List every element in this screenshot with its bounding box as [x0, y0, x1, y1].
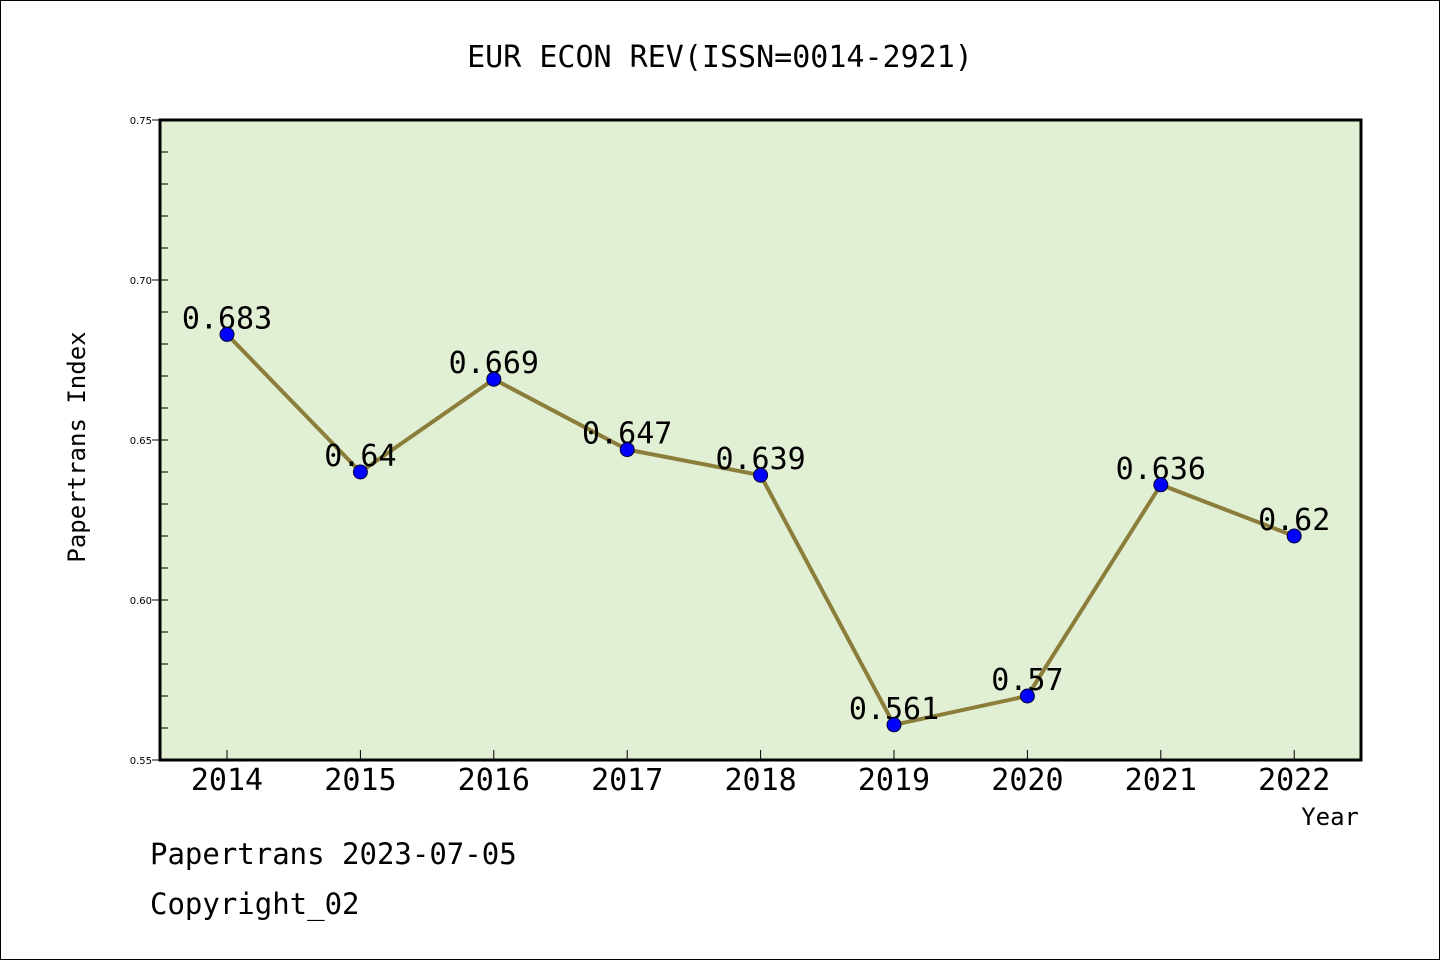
y-tick-label: 0.60: [130, 596, 152, 607]
y-axis-ticks: 0.55 0.60 0.65 0.70 0.75: [130, 116, 160, 767]
x-tick-label: 2022: [1258, 763, 1330, 798]
y-axis-label: Papertrans Index: [63, 331, 91, 562]
x-tick-label: 2015: [324, 763, 396, 798]
footer-date: Papertrans 2023-07-05: [150, 837, 517, 871]
y-tick-label: 0.65: [130, 436, 152, 447]
data-point: [219, 326, 235, 342]
x-axis-label: Year: [1301, 803, 1359, 831]
data-point: [486, 371, 502, 387]
x-tick-label: 2020: [991, 763, 1063, 798]
x-tick-label: 2019: [858, 763, 930, 798]
data-point: [1153, 477, 1169, 493]
data-point: [619, 442, 635, 458]
data-point: [753, 467, 769, 483]
x-tick-label: 2017: [591, 763, 663, 798]
y-tick-label: 0.70: [130, 276, 152, 287]
x-tick-label: 2021: [1125, 763, 1197, 798]
x-tick-label: 2014: [191, 763, 263, 798]
y-tick-label: 0.75: [130, 116, 152, 127]
data-point: [1019, 688, 1035, 704]
y-tick-label: 0.55: [130, 756, 152, 767]
plot-border: [158, 118, 1363, 762]
chart-title: EUR ECON REV(ISSN=0014-2921): [467, 40, 973, 75]
x-tick-label: 2018: [724, 763, 796, 798]
data-point: [1286, 528, 1302, 544]
data-markers: [219, 326, 1302, 733]
x-tick-label: 2016: [458, 763, 530, 798]
x-axis-ticks: 2014 2015 2016 2017 2018 2019 2020 2021 2022: [191, 750, 1330, 798]
data-point: [352, 464, 368, 480]
footer-copyright: Copyright_02: [150, 887, 360, 922]
data-point: [886, 717, 902, 733]
plot-area: [160, 120, 1361, 760]
